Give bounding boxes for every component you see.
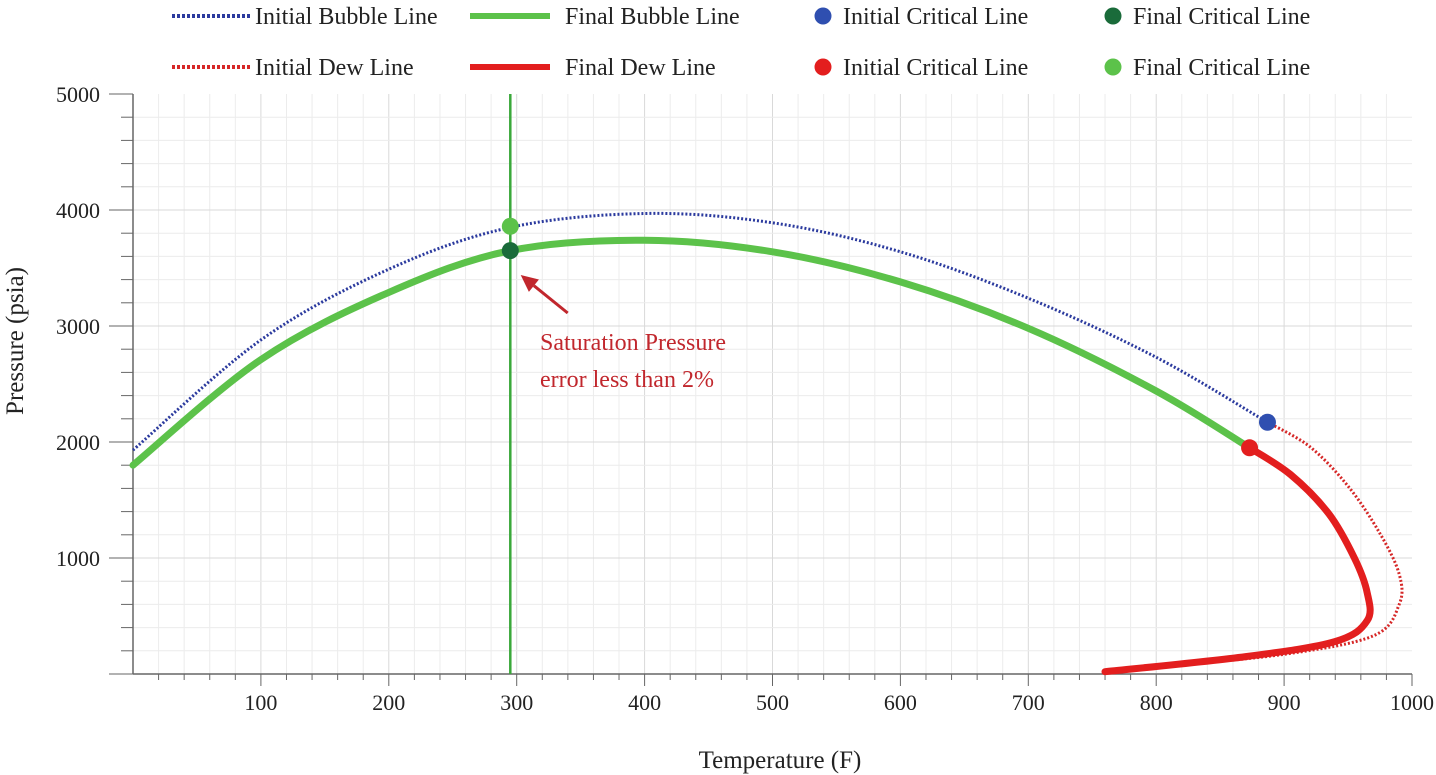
legend-label-5: Initial Dew Line <box>255 55 414 81</box>
initial-saturation-point <box>501 217 519 235</box>
legend-label-3: Initial Critical Line <box>843 4 1028 30</box>
annotation-layer <box>520 275 569 315</box>
annotation-line-1: Saturation Pressure <box>540 330 726 356</box>
y-tick-label: 1000 <box>56 546 100 571</box>
points-layer <box>501 217 1276 457</box>
final-dew-line <box>1101 444 1374 676</box>
x-axis-title: Temperature (F) <box>699 747 862 774</box>
legend-label-4: Final Critical Line <box>1133 4 1310 30</box>
final-saturation-point <box>501 242 519 260</box>
x-tick-label: 900 <box>1268 690 1301 715</box>
y-tick-label: 2000 <box>56 430 100 455</box>
x-tick-label: 700 <box>1012 690 1045 715</box>
x-tick-label: 400 <box>628 690 661 715</box>
x-tick-label: 500 <box>756 690 789 715</box>
initial-bubble-line <box>132 211 1269 452</box>
initial-dew-line <box>1156 420 1404 669</box>
annotation-arrow-head <box>520 275 539 292</box>
final-critical-point <box>1241 439 1259 457</box>
annotation-line-2: error less than 2% <box>540 367 714 393</box>
initial-critical-point <box>1258 413 1276 431</box>
legend-label-7: Initial Critical Line <box>843 55 1028 81</box>
final-bubble-line <box>129 236 1254 469</box>
legend-label-2: Final Bubble Line <box>565 4 740 30</box>
annotation-arrow-shaft <box>532 284 569 315</box>
y-tick-label: 3000 <box>56 314 100 339</box>
legend: Initial Bubble Line Final Bubble Line Init… <box>172 4 1310 81</box>
legend-label-6: Final Dew Line <box>565 55 716 81</box>
x-tick-label: 1000 <box>1390 690 1434 715</box>
x-tick-label: 600 <box>884 690 917 715</box>
axes <box>109 93 1413 686</box>
legend-marker-7 <box>814 58 832 76</box>
y-tick-label: 4000 <box>56 198 100 223</box>
x-tick-label: 100 <box>244 690 277 715</box>
legend-label-1: Initial Bubble Line <box>255 4 438 30</box>
legend-marker-4 <box>1104 7 1122 25</box>
y-tick-label: 5000 <box>56 82 100 107</box>
tick-labels: 100 200 300 400 500 600 700 800 900 1000 1000 2000 3… <box>56 82 1434 715</box>
grid <box>133 94 1412 674</box>
legend-marker-8 <box>1104 58 1122 76</box>
y-axis-title: Pressure (psia) <box>2 267 29 415</box>
legend-label-8: Final Critical Line <box>1133 55 1310 81</box>
series-layer <box>129 94 1404 676</box>
x-tick-label: 300 <box>500 690 533 715</box>
legend-marker-3 <box>814 7 832 25</box>
x-tick-label: 200 <box>372 690 405 715</box>
x-tick-label: 800 <box>1140 690 1173 715</box>
